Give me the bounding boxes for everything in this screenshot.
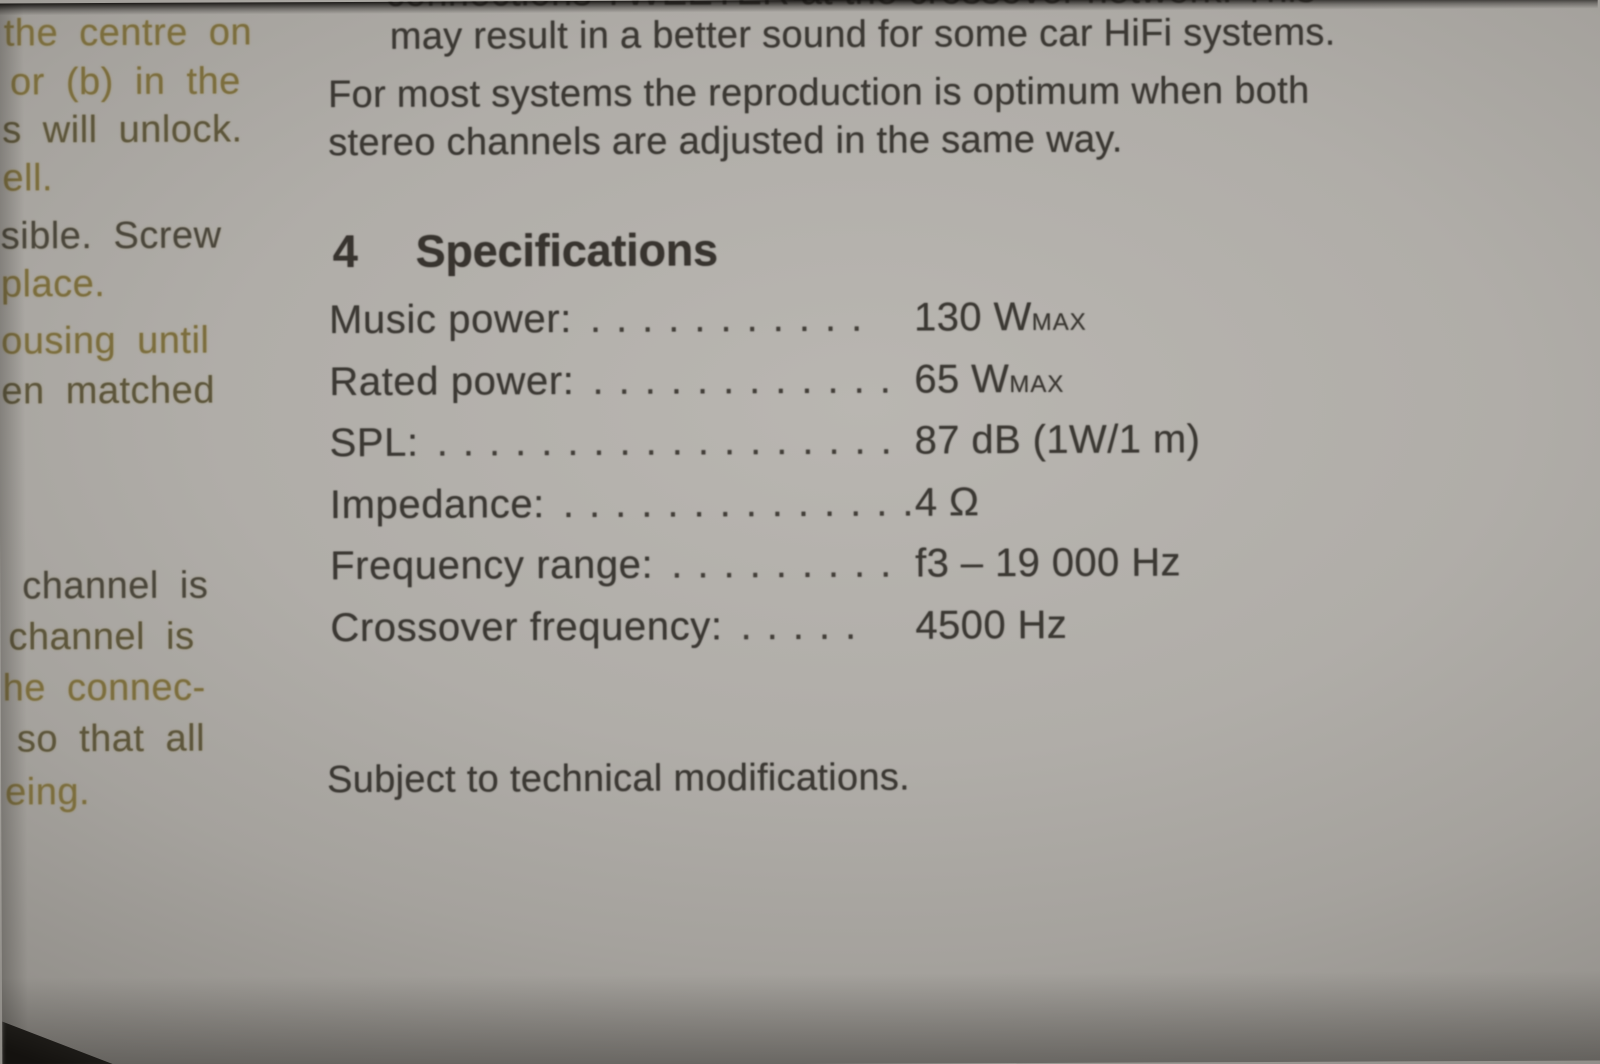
left-fragment: the centre on [3, 11, 253, 55]
spec-row-crossover-frequency: Crossover frequency:..... 4500 Hz [330, 600, 1520, 667]
spec-value: 87 dB (1W/1 m) [915, 417, 1201, 463]
spec-value-suffix: MAX [1009, 370, 1065, 398]
spec-value-main: 65 W [914, 356, 1010, 401]
spec-value: 65 WMAX [914, 356, 1064, 402]
spec-label: Rated power: [329, 358, 575, 404]
bottom-edge-shadow [1, 970, 1600, 1064]
paragraph-line: may result in a better sound for some ca… [389, 11, 1336, 58]
spec-value-main: 4500 Hz [915, 602, 1068, 647]
spec-value: 4500 Hz [915, 602, 1067, 648]
paragraph-line: stereo channels are adjusted in the same… [328, 118, 1123, 165]
left-fragment: sible. Screw [0, 214, 222, 258]
spec-value-main: 4 Ω [914, 479, 980, 524]
leader-dots: ........... [589, 295, 878, 341]
main-text-column: connections TWEETER at the crossover net… [326, 0, 1523, 1064]
left-fragment: channel is [8, 615, 195, 659]
leader-dots: ............ [592, 357, 906, 403]
footnote: Subject to technical modifications. [326, 756, 911, 802]
spec-row-frequency-range: Frequency range:......... f3 – 19 000 Hz [330, 539, 1520, 606]
left-fragment: or (b) in the [9, 60, 241, 104]
left-fragment: en matched [1, 369, 216, 413]
leader-dots: .................. [436, 418, 907, 465]
spec-label: Crossover frequency: [330, 603, 723, 650]
left-fragment: he connec- [2, 666, 206, 710]
leader-dots: .............. [562, 479, 929, 526]
spec-value-main: f3 – 19 000 Hz [915, 540, 1182, 586]
spec-value-suffix: MAX [1031, 308, 1087, 336]
spec-label: Impedance: [329, 481, 546, 527]
spec-label: Frequency range: [330, 542, 654, 589]
leader-dots: ..... [740, 603, 872, 648]
left-fragment: so that all [16, 717, 206, 761]
spec-value: f3 – 19 000 Hz [915, 540, 1181, 586]
spec-label: Music power: [328, 296, 572, 343]
spec-row-impedance: Impedance:.............. 4 Ω [330, 477, 1520, 544]
left-text-column: the centre on or (b) in the s will unloc… [0, 2, 282, 1064]
left-fragment: s will unlock. [2, 108, 243, 152]
spec-row-spl: SPL:.................. 87 dB (1W/1 m) [330, 416, 1520, 483]
leader-dots: ......... [671, 541, 907, 587]
spec-value-main: 130 W [913, 294, 1032, 340]
left-fragment: channel is [22, 564, 209, 608]
spec-value-main: 87 dB (1W/1 m) [914, 417, 1201, 463]
section-heading: 4 Specifications [333, 224, 718, 278]
specifications-list: Music power:........... 130 WMAX Rated p… [329, 293, 1521, 667]
section-number: 4 [332, 225, 358, 278]
spec-label: SPL: [329, 420, 419, 466]
spec-value: 130 WMAX [914, 295, 1087, 341]
section-title: Specifications [415, 224, 719, 277]
left-edge-shade [0, 3, 29, 1064]
spec-value: 4 Ω [915, 480, 980, 525]
left-fragment: ousing until [1, 319, 210, 363]
spec-row-music-power: Music power:........... 130 WMAX [329, 293, 1519, 360]
paragraph-line: For most systems the reproduction is opt… [327, 69, 1310, 117]
spec-row-rated-power: Rated power:............ 65 WMAX [329, 354, 1519, 421]
